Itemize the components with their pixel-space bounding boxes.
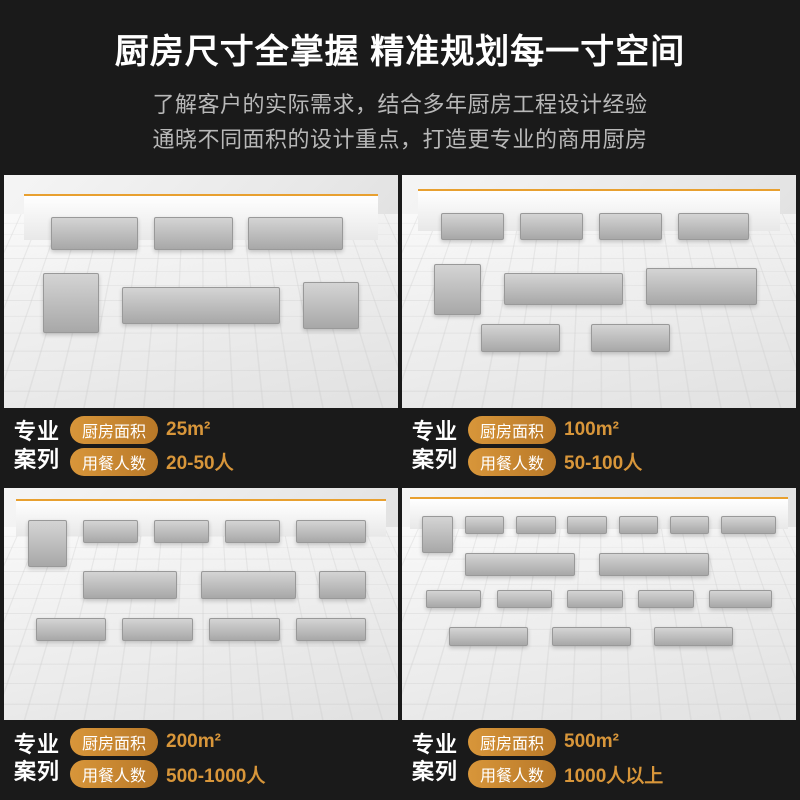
capacity-value: 500-1000人 — [166, 761, 265, 788]
case-info-25: 专业 案列 厨房面积 25m² 用餐人数 20-50人 — [4, 408, 398, 484]
subtitle-line1: 了解客户的实际需求，结合多年厨房工程设计经验 — [20, 87, 780, 122]
page-subtitle: 了解客户的实际需求，结合多年厨房工程设计经验 通晓不同面积的设计重点，打造更专业… — [20, 87, 780, 157]
area-pill: 厨房面积 — [468, 728, 556, 756]
case-card-200: 专业 案列 厨房面积 200m² 用餐人数 500-1000人 — [4, 488, 398, 796]
capacity-value: 1000人以上 — [564, 761, 663, 788]
capacity-pill: 用餐人数 — [70, 760, 158, 788]
kitchen-render-100 — [402, 175, 796, 407]
area-value: 100m² — [564, 419, 619, 441]
case-label-line2: 案列 — [14, 758, 60, 786]
case-card-25: 专业 案列 厨房面积 25m² 用餐人数 20-50人 — [4, 175, 398, 483]
case-label-line2: 案列 — [412, 446, 458, 474]
case-label-line1: 专业 — [14, 418, 60, 446]
area-pill: 厨房面积 — [70, 728, 158, 756]
area-value: 25m² — [166, 419, 210, 441]
area-row: 厨房面积 100m² — [468, 416, 786, 444]
kitchen-render-25 — [4, 175, 398, 407]
capacity-value: 20-50人 — [166, 448, 234, 475]
case-info-100: 专业 案列 厨房面积 100m² 用餐人数 50-100人 — [402, 408, 796, 484]
kitchen-render-200 — [4, 488, 398, 720]
capacity-pill: 用餐人数 — [70, 448, 158, 476]
area-row: 厨房面积 500m² — [468, 728, 786, 756]
area-row: 厨房面积 200m² — [70, 728, 388, 756]
header: 厨房尺寸全掌握 精准规划每一寸空间 了解客户的实际需求，结合多年厨房工程设计经验… — [0, 0, 800, 175]
page-title: 厨房尺寸全掌握 精准规划每一寸空间 — [20, 24, 780, 73]
case-label: 专业 案列 — [412, 731, 458, 786]
area-row: 厨房面积 25m² — [70, 416, 388, 444]
subtitle-line2: 通晓不同面积的设计重点，打造更专业的商用厨房 — [20, 122, 780, 157]
case-label: 专业 案列 — [14, 418, 60, 473]
capacity-pill: 用餐人数 — [468, 760, 556, 788]
case-label-line1: 专业 — [412, 731, 458, 759]
capacity-row: 用餐人数 500-1000人 — [70, 760, 388, 788]
case-label: 专业 案列 — [412, 418, 458, 473]
area-pill: 厨房面积 — [70, 416, 158, 444]
case-card-500: 专业 案列 厨房面积 500m² 用餐人数 1000人以上 — [402, 488, 796, 796]
case-card-100: 专业 案列 厨房面积 100m² 用餐人数 50-100人 — [402, 175, 796, 483]
case-label-line2: 案列 — [412, 758, 458, 786]
kitchen-render-500 — [402, 488, 796, 720]
case-info-200: 专业 案列 厨房面积 200m² 用餐人数 500-1000人 — [4, 720, 398, 796]
capacity-value: 50-100人 — [564, 448, 642, 475]
case-label: 专业 案列 — [14, 731, 60, 786]
case-label-line1: 专业 — [14, 731, 60, 759]
case-label-line2: 案列 — [14, 446, 60, 474]
capacity-pill: 用餐人数 — [468, 448, 556, 476]
case-info-500: 专业 案列 厨房面积 500m² 用餐人数 1000人以上 — [402, 720, 796, 796]
area-value: 200m² — [166, 731, 221, 753]
capacity-row: 用餐人数 1000人以上 — [468, 760, 786, 788]
capacity-row: 用餐人数 20-50人 — [70, 448, 388, 476]
case-grid: 专业 案列 厨房面积 25m² 用餐人数 20-50人 — [0, 175, 800, 800]
capacity-row: 用餐人数 50-100人 — [468, 448, 786, 476]
area-pill: 厨房面积 — [468, 416, 556, 444]
case-label-line1: 专业 — [412, 418, 458, 446]
area-value: 500m² — [564, 731, 619, 753]
